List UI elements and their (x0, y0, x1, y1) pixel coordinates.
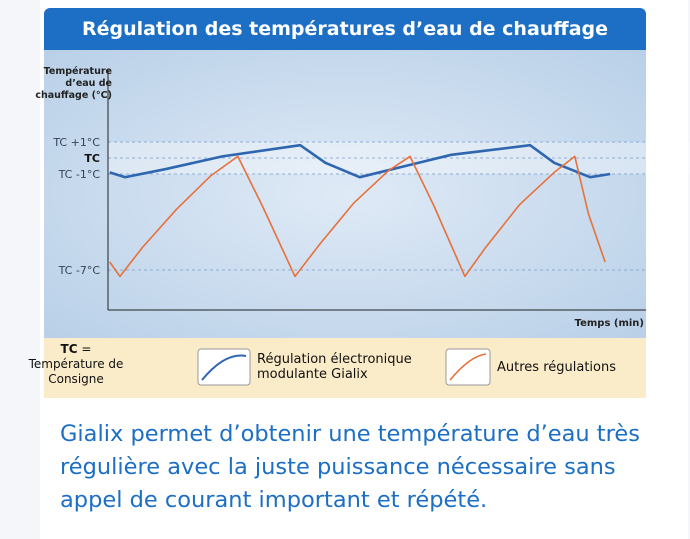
y-tick-label: TC +1°C (52, 136, 100, 149)
legend-swatch (198, 349, 250, 385)
chart-background (44, 50, 646, 338)
y-tick-label: TC (84, 152, 100, 165)
x-axis-label: Temps (min) (575, 318, 644, 329)
tc-note: TC = Température de Consigne (28, 342, 124, 387)
footer-text: Gialix permet d’obtenir une température … (60, 418, 685, 517)
header-title: Régulation des températures d’eau de cha… (44, 8, 646, 50)
legend-entry: Autres régulations (497, 360, 657, 375)
page: TC +1°C TC TC -1°C TC -7°C Temps (min) Régul… (0, 0, 690, 539)
tc-symbol: TC (61, 342, 78, 356)
tc-equals: = (81, 342, 91, 356)
legend-entry: Régulation électronique modulante Gialix (257, 352, 442, 382)
tc-definition: Température de Consigne (29, 357, 124, 386)
y-axis-label: Température d’eau de chauffage (°C) (20, 66, 112, 102)
y-tick-label: TC -7°C (58, 264, 101, 277)
y-tick-label: TC -1°C (58, 168, 101, 181)
